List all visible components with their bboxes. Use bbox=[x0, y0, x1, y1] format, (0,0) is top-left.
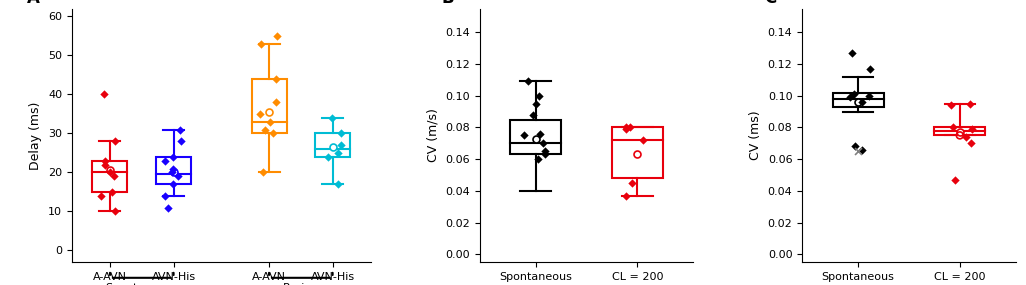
Point bbox=[854, 147, 870, 152]
Point bbox=[618, 193, 634, 198]
Point bbox=[624, 181, 640, 185]
Point bbox=[96, 158, 113, 163]
Point bbox=[330, 151, 347, 155]
Point bbox=[157, 158, 173, 163]
FancyBboxPatch shape bbox=[510, 119, 561, 154]
Point bbox=[171, 127, 188, 132]
Point bbox=[531, 93, 548, 98]
Point bbox=[634, 138, 650, 142]
Point bbox=[105, 190, 121, 194]
Point bbox=[861, 93, 877, 98]
Point bbox=[516, 133, 532, 138]
Point bbox=[962, 141, 979, 146]
Point bbox=[524, 113, 541, 117]
FancyBboxPatch shape bbox=[935, 127, 985, 135]
Point bbox=[165, 182, 182, 186]
Text: B: B bbox=[441, 0, 453, 7]
Point bbox=[854, 100, 870, 104]
FancyBboxPatch shape bbox=[611, 127, 663, 178]
Y-axis label: CV (m/s): CV (m/s) bbox=[427, 108, 440, 162]
Point bbox=[332, 131, 349, 136]
Point bbox=[846, 92, 863, 96]
Point bbox=[165, 154, 182, 159]
Point bbox=[169, 174, 186, 179]
FancyBboxPatch shape bbox=[251, 79, 286, 133]
Point bbox=[107, 174, 123, 179]
Point bbox=[157, 194, 173, 198]
Point bbox=[958, 135, 975, 139]
Point bbox=[256, 127, 273, 132]
Point bbox=[619, 125, 635, 130]
Point bbox=[529, 157, 546, 161]
Y-axis label: CV (ms): CV (ms) bbox=[749, 111, 762, 160]
Text: A: A bbox=[27, 0, 40, 7]
Point bbox=[963, 127, 980, 131]
Point bbox=[850, 149, 866, 154]
FancyBboxPatch shape bbox=[833, 93, 883, 107]
Point bbox=[847, 144, 864, 149]
Point bbox=[262, 119, 278, 124]
FancyBboxPatch shape bbox=[156, 157, 191, 184]
Point bbox=[862, 66, 878, 71]
Point bbox=[329, 182, 346, 186]
Point bbox=[841, 95, 858, 99]
Point bbox=[96, 162, 113, 167]
Point bbox=[843, 51, 860, 55]
FancyBboxPatch shape bbox=[315, 133, 350, 157]
Point bbox=[95, 92, 112, 97]
Point bbox=[107, 139, 123, 144]
Point bbox=[536, 141, 552, 146]
Point bbox=[252, 112, 269, 116]
Point bbox=[102, 170, 118, 175]
Point bbox=[946, 178, 962, 182]
Point bbox=[160, 205, 176, 210]
Point bbox=[268, 76, 284, 81]
Point bbox=[945, 125, 961, 130]
Point bbox=[93, 194, 110, 198]
Point bbox=[618, 127, 634, 131]
Point bbox=[538, 152, 554, 157]
Point bbox=[265, 131, 281, 136]
Point bbox=[537, 149, 553, 154]
Point bbox=[622, 125, 638, 130]
Point bbox=[165, 166, 182, 171]
Point bbox=[254, 170, 271, 175]
Text: Spontaneous: Spontaneous bbox=[106, 284, 179, 285]
Point bbox=[269, 34, 285, 38]
Point bbox=[164, 170, 181, 175]
Point bbox=[532, 131, 549, 136]
Text: Pacing: Pacing bbox=[282, 284, 319, 285]
Point bbox=[520, 79, 537, 84]
Point bbox=[252, 41, 269, 46]
FancyBboxPatch shape bbox=[92, 161, 127, 192]
Point bbox=[951, 133, 968, 138]
Point bbox=[961, 101, 978, 106]
Point bbox=[268, 100, 284, 105]
Point bbox=[332, 143, 349, 147]
Text: C: C bbox=[763, 0, 776, 7]
Point bbox=[173, 139, 190, 144]
Point bbox=[943, 103, 959, 107]
Point bbox=[323, 115, 340, 120]
Point bbox=[107, 209, 123, 214]
Y-axis label: Delay (ms): Delay (ms) bbox=[30, 101, 42, 170]
Point bbox=[320, 154, 337, 159]
Point bbox=[528, 101, 545, 106]
